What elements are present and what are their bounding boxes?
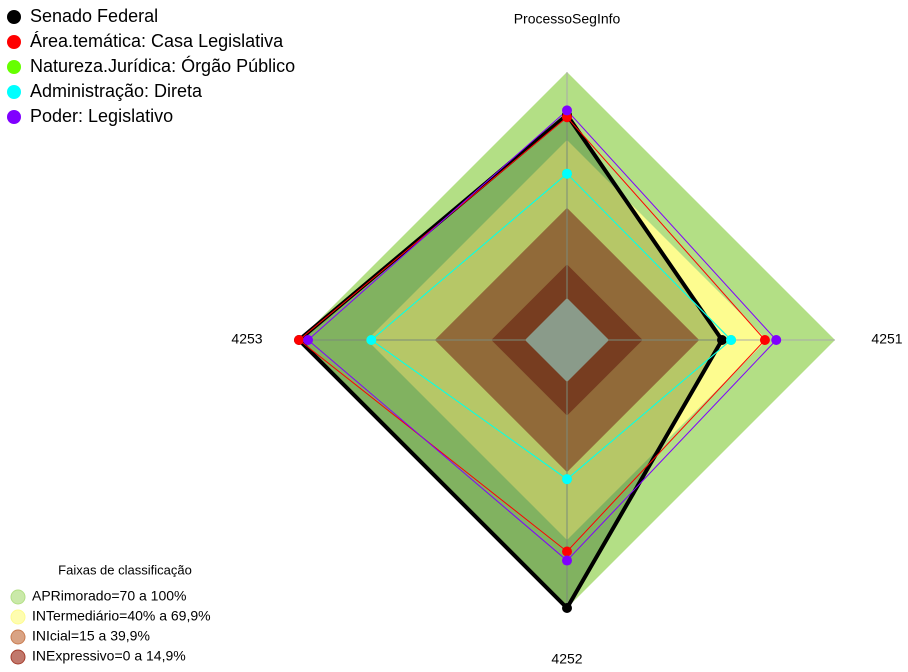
legend-marker [7,85,21,99]
legend-marker [7,110,21,124]
series-point [562,105,572,116]
band-legend-label: INExpressivo=0 a 14,9% [32,648,186,664]
axis-label: 4252 [551,651,582,667]
legend-label: Poder: Legislativo [30,106,173,126]
axis-label: 4251 [871,331,902,347]
band-legend-label: INIcial=15 a 39,9% [32,628,150,644]
bands-title: Faixas de classificação [58,562,192,577]
series-point [294,335,304,345]
series-point [303,335,314,345]
legend-label: Administração: Direta [30,81,203,101]
series-point [726,335,737,345]
band-legend-marker [10,649,26,665]
legend-label: Área.temática: Casa Legislativa [30,31,284,51]
axis-label: 4253 [231,331,262,347]
band-legend-label: APRimorado=70 a 100% [32,588,187,604]
series-point [366,335,377,345]
axis-label: ProcessoSegInfo [514,11,621,27]
band-legend-marker [10,589,26,605]
series-point [759,335,770,345]
series-point [562,168,572,179]
series-point [562,474,572,485]
legend-marker [7,10,21,24]
band-legend-label: INTermediário=40% a 69,9% [32,608,211,624]
band-legend-marker [10,609,26,625]
center-hole [525,298,609,382]
series-point [562,555,572,566]
band-legend-marker [10,629,26,645]
legend-marker [7,60,21,74]
legend-label: Natureza.Jurídica: Órgão Público [30,55,295,76]
legend-label: Senado Federal [30,6,158,26]
series-point [562,603,572,613]
series-point [717,335,727,345]
series-point [771,335,782,345]
series-point [562,546,572,557]
legend-marker [7,35,21,49]
